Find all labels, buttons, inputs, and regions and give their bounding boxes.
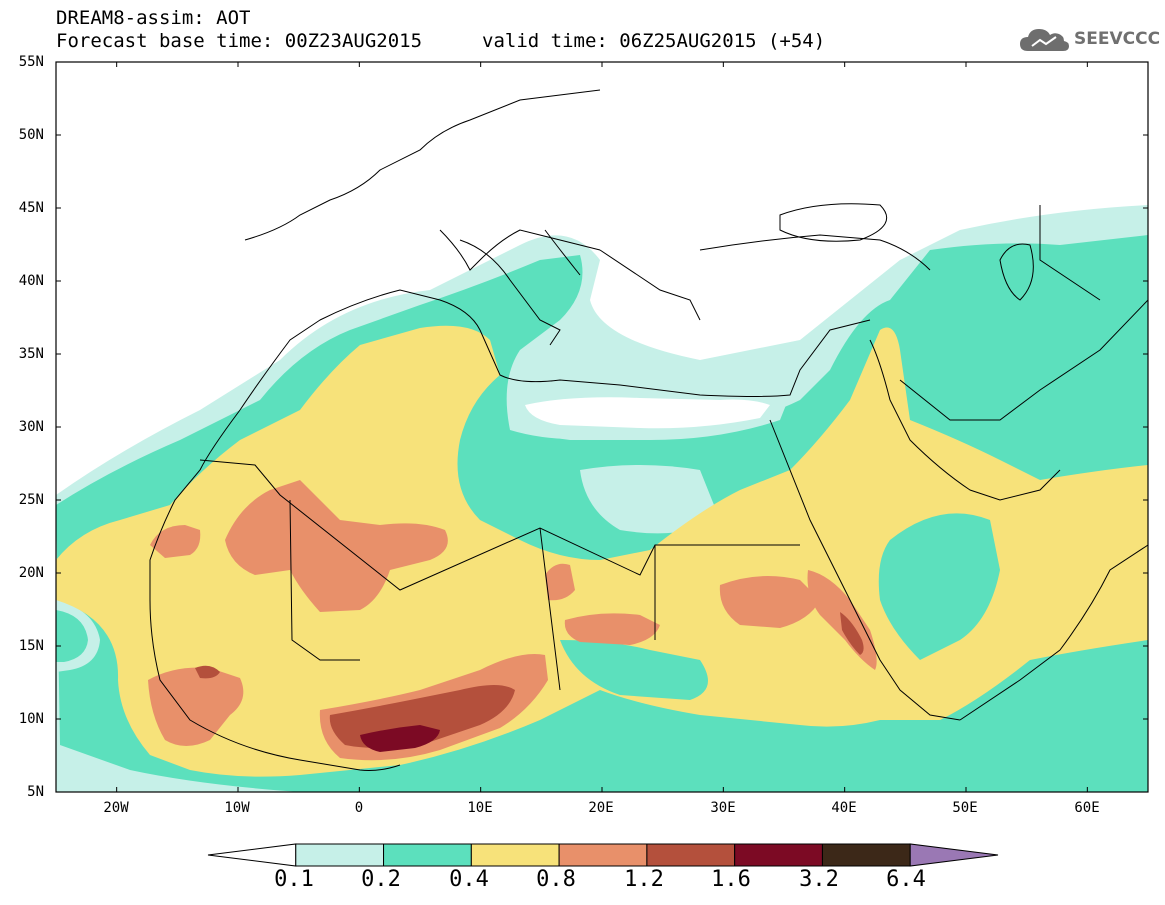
lat-label: 40N [18,273,44,289]
logo-text: SEEVCCC [1074,29,1161,49]
lat-label: 15N [18,638,44,654]
coastline-africa-north [239,289,871,411]
colorbar-cell [646,843,736,867]
colorbar-label: 0.2 [361,867,401,892]
lon-label: 10W [224,800,250,816]
colorbar-label: 1.6 [711,867,751,892]
aot-contour-low-chad [580,465,720,534]
aot-contour-0.8-chad [545,563,575,601]
coastline-redsea [769,339,1061,721]
colorbar-cell [470,843,560,867]
lon-label: 30E [710,800,736,816]
coastline-italy [459,229,581,346]
colorbar-label: 1.2 [624,867,664,892]
aot-contour-0.8-guinea [148,667,244,746]
lat-label: 20N [18,565,44,581]
border-middle-east [899,205,1148,421]
lon-label: 20W [103,800,129,816]
colorbar-cell [821,843,911,867]
map-title: DREAM8-assim: AOT [56,7,251,29]
coastline-africa-west [149,409,401,771]
aot-contour-0.4-atlantic [56,610,88,662]
cloud-icon [1020,29,1069,51]
lat-label: 45N [18,200,44,216]
lat-label: 35N [18,346,44,362]
colorbar-label: 0.4 [449,867,489,892]
aot-contour-1.2-guinea [195,665,220,679]
colorbar-cell [558,843,648,867]
colorbar-cell [383,843,472,867]
lon-label: 20E [588,800,614,816]
lon-label: 40E [831,800,857,816]
colorbar-max-arrow [909,843,999,867]
lat-label: 30N [18,419,44,435]
lat-label: 50N [18,127,44,143]
colorbar-cell [295,843,385,867]
colorbar-label: 0.1 [274,867,314,892]
lon-label: 0 [354,800,364,816]
seevccc-logo: SEEVCCC [1018,22,1160,56]
colorbar-min-arrow [207,843,297,867]
axis-ticks [56,61,1148,793]
valid-time: valid time: 06Z25AUG2015 (+54) [482,30,826,52]
colorbar-cell [734,843,823,867]
aot-contour-teal-sahel [560,640,708,700]
coastlines [149,89,1148,771]
coastline-blacksea [779,203,888,242]
coastline-arabia [959,544,1148,721]
aot-contour-1.2-ethiopia [840,612,864,655]
coastline-caspian [999,243,1034,301]
lat-label: 55N [18,54,44,70]
colorbar-label: 0.8 [536,867,576,892]
aot-contour-0.8-mauritania [225,480,448,612]
aot-contour-0.8-sudan1 [564,613,660,645]
border-africa-2 [289,499,656,691]
colorbar-label: 3.2 [799,867,839,892]
lat-label: 5N [27,784,44,800]
colorbar-label: 6.4 [886,867,926,892]
lat-label: 25N [18,492,44,508]
coastline-europe [244,89,931,321]
lat-label: 10N [18,711,44,727]
border-africa-1 [199,459,800,591]
aot-contour-1.6-nigeria [360,725,440,752]
aot-contour-0.8-sudan2 [719,576,820,628]
lon-label: 50E [952,800,978,816]
aot-contour-teal-arabia [878,513,1000,660]
aot-clear-libya [525,397,770,429]
forecast-base-time: Forecast base time: 00Z23AUG2015 [56,30,423,52]
lon-label: 10E [467,800,493,816]
aot-contour-0.8-westcoast [150,525,201,558]
lon-label: 60E [1074,800,1100,816]
